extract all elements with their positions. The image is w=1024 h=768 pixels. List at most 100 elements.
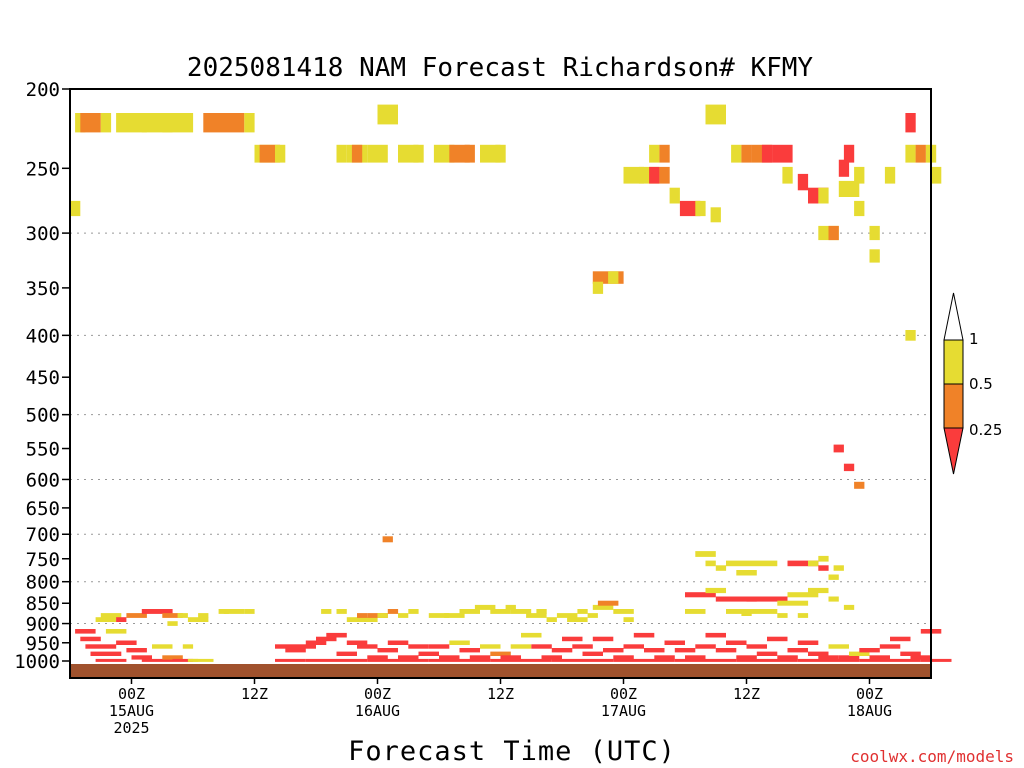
heat-cell	[623, 617, 634, 622]
heat-cell	[259, 144, 281, 163]
heat-cell	[746, 596, 788, 602]
heat-cell	[413, 144, 424, 163]
heat-cell	[100, 613, 122, 618]
heat-cell	[357, 644, 378, 649]
heat-cell	[828, 596, 839, 602]
heat-cell	[920, 658, 952, 662]
heat-cell	[162, 655, 183, 660]
y-tick-label: 350	[26, 278, 60, 300]
legend-swatch-0.25-0.5	[943, 383, 964, 429]
heat-cell	[884, 166, 896, 184]
heat-cell	[818, 655, 839, 660]
heat-cell	[705, 560, 716, 567]
heat-cell	[510, 644, 532, 649]
heat-cell	[603, 648, 624, 653]
heat-cell	[767, 560, 778, 567]
heat-cell	[664, 640, 685, 645]
heat-cell	[305, 640, 327, 645]
heat-cell	[833, 444, 844, 453]
heat-cell	[367, 655, 388, 660]
heat-cell	[710, 207, 721, 223]
heat-cell	[674, 648, 696, 653]
heat-cell	[854, 481, 865, 489]
heat-cell	[597, 600, 619, 606]
heat-cell	[444, 613, 465, 618]
heat-cell	[382, 536, 393, 543]
heat-cell	[654, 655, 675, 660]
heat-cell	[828, 574, 839, 580]
y-axis: 200 250 300 350 400 450 500 550 600 650 700 7508008…	[14, 79, 70, 673]
heat-cell	[797, 613, 809, 618]
heat-cell	[346, 617, 378, 622]
heat-cell	[644, 648, 665, 653]
heat-cell	[623, 166, 644, 184]
x-tick-label: 00Z	[364, 685, 391, 703]
heat-cell	[95, 658, 127, 662]
heat-cell	[80, 636, 101, 642]
heat-cell	[562, 636, 583, 642]
x-tick-label: 00Z	[610, 685, 637, 703]
heat-cell	[859, 658, 891, 662]
heat-cell	[316, 636, 337, 642]
heat-cell	[162, 613, 183, 618]
heat-cell	[336, 658, 368, 662]
heat-cell	[685, 609, 706, 614]
heat-cell	[198, 613, 209, 618]
heat-cell	[828, 644, 849, 649]
heat-cell	[582, 651, 603, 656]
heat-cell	[633, 632, 655, 638]
heat-cell	[464, 144, 475, 163]
heat-cell	[100, 113, 112, 133]
heat-cell	[182, 644, 194, 649]
heat-cell	[285, 648, 306, 653]
heat-cell	[449, 640, 470, 645]
heat-cell	[869, 225, 880, 241]
heat-cell	[900, 651, 921, 656]
heat-cell	[695, 644, 716, 649]
heat-cell	[787, 648, 808, 653]
heat-cell	[474, 604, 496, 610]
heat-cell	[854, 200, 865, 217]
legend-label: 1	[969, 330, 979, 348]
heat-cell	[808, 651, 829, 656]
heat-cell	[705, 658, 737, 662]
heat-cell	[131, 655, 152, 660]
heat-cell	[736, 570, 757, 576]
y-tick-label: 600	[26, 469, 60, 491]
heat-cell	[531, 644, 552, 649]
y-tick-label: 400	[26, 325, 60, 347]
heat-cell	[116, 640, 137, 645]
heat-cell	[705, 632, 726, 638]
heat-cell	[510, 609, 532, 614]
heat-cell	[756, 651, 778, 656]
heat-cell	[587, 613, 598, 618]
heat-cell	[218, 609, 229, 614]
x-tick-label: 00Z	[856, 685, 883, 703]
heat-cell	[695, 200, 706, 217]
heat-cell	[726, 609, 747, 614]
heat-cell	[469, 655, 491, 660]
legend: 1 0.5 0.25	[943, 292, 1002, 475]
heat-cell	[193, 658, 214, 662]
x-tick-label: 00Z	[118, 685, 145, 703]
y-tick-label: 750	[26, 549, 60, 571]
heat-cell	[152, 644, 173, 649]
y-tick-label: 1000	[14, 651, 60, 673]
heat-cell	[167, 621, 178, 626]
heat-cell	[367, 658, 399, 662]
heat-cell	[126, 613, 147, 618]
y-tick-label: 300	[26, 223, 60, 245]
heat-cell	[659, 144, 670, 163]
heat-cell	[879, 644, 901, 649]
heat-cell	[910, 655, 931, 660]
heat-cell	[777, 655, 798, 660]
heat-cell	[521, 632, 542, 638]
heat-cell	[203, 113, 245, 133]
heat-cell	[736, 658, 768, 662]
heat-cell	[428, 658, 460, 662]
heat-cell	[592, 281, 604, 294]
heat-cell	[521, 658, 552, 662]
legend-swatch-above-1	[943, 292, 964, 341]
heat-cell	[849, 651, 870, 656]
